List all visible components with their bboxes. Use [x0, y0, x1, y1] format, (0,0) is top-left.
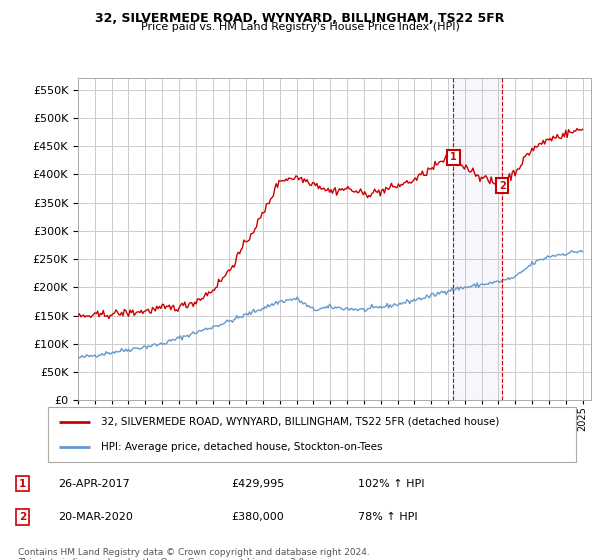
Text: Contains HM Land Registry data © Crown copyright and database right 2024.
This d: Contains HM Land Registry data © Crown c…: [18, 548, 370, 560]
Text: 2: 2: [499, 181, 506, 191]
Text: 2: 2: [19, 512, 26, 522]
Text: 1: 1: [19, 479, 26, 488]
Text: 20-MAR-2020: 20-MAR-2020: [58, 512, 133, 522]
Text: HPI: Average price, detached house, Stockton-on-Tees: HPI: Average price, detached house, Stoc…: [101, 442, 382, 452]
Text: 78% ↑ HPI: 78% ↑ HPI: [358, 512, 417, 522]
Text: £429,995: £429,995: [231, 479, 284, 488]
Text: 26-APR-2017: 26-APR-2017: [58, 479, 130, 488]
Text: 32, SILVERMEDE ROAD, WYNYARD, BILLINGHAM, TS22 5FR: 32, SILVERMEDE ROAD, WYNYARD, BILLINGHAM…: [95, 12, 505, 25]
FancyBboxPatch shape: [48, 407, 576, 462]
Text: 1: 1: [450, 152, 457, 162]
Text: 102% ↑ HPI: 102% ↑ HPI: [358, 479, 424, 488]
Text: 32, SILVERMEDE ROAD, WYNYARD, BILLINGHAM, TS22 5FR (detached house): 32, SILVERMEDE ROAD, WYNYARD, BILLINGHAM…: [101, 417, 499, 427]
Bar: [454, 78, 502, 400]
Text: Price paid vs. HM Land Registry's House Price Index (HPI): Price paid vs. HM Land Registry's House …: [140, 22, 460, 32]
Text: £380,000: £380,000: [231, 512, 284, 522]
